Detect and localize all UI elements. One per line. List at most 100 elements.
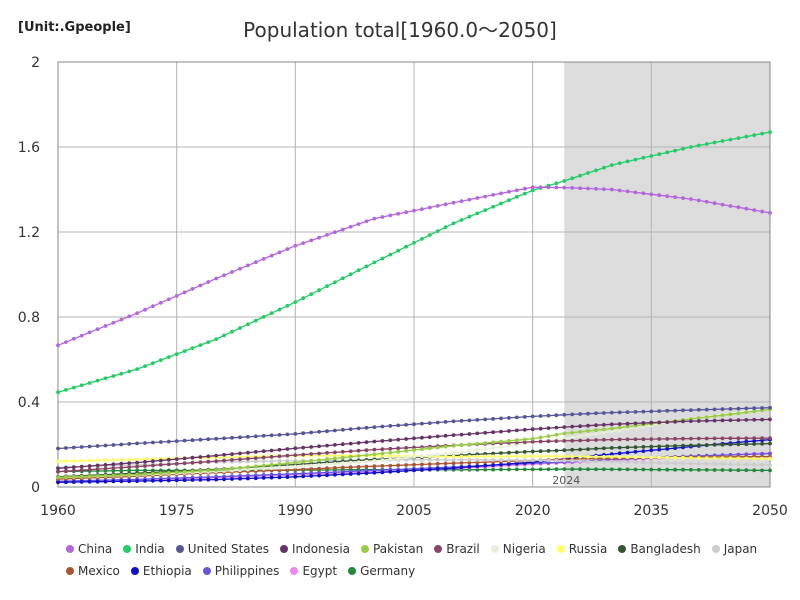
data-point — [530, 458, 535, 463]
data-point — [269, 433, 274, 438]
data-point — [617, 410, 622, 415]
data-point — [752, 452, 757, 456]
data-point — [151, 471, 155, 476]
data-point — [95, 463, 100, 468]
data-point — [704, 443, 709, 447]
data-point — [681, 419, 685, 424]
legend-label: Philippines — [214, 564, 280, 578]
data-point — [333, 443, 337, 447]
data-point — [143, 307, 147, 312]
data-point — [380, 215, 385, 219]
data-point — [103, 376, 108, 381]
data-point — [198, 437, 203, 442]
data-point — [427, 435, 432, 439]
data-point — [325, 466, 329, 471]
data-point — [127, 479, 132, 484]
data-point — [412, 436, 416, 441]
x-tick-label: 2035 — [634, 503, 670, 519]
data-point — [649, 437, 654, 441]
data-point — [135, 441, 140, 446]
data-point — [609, 163, 614, 168]
data-point — [158, 358, 163, 362]
data-point — [388, 463, 393, 468]
data-point — [752, 468, 757, 473]
data-point — [704, 415, 709, 419]
data-point — [348, 460, 353, 465]
data-point — [364, 471, 369, 476]
data-point — [127, 472, 132, 477]
data-point — [64, 465, 68, 470]
data-point — [87, 330, 92, 335]
data-point — [348, 469, 353, 474]
data-point — [261, 257, 266, 261]
data-point — [538, 449, 543, 454]
data-point — [396, 211, 401, 216]
data-point — [507, 416, 511, 420]
data-point — [475, 441, 480, 446]
data-point — [704, 456, 709, 460]
data-point — [317, 429, 321, 434]
data-point — [728, 407, 733, 411]
data-point — [182, 438, 187, 443]
data-point — [317, 463, 321, 467]
data-point — [728, 442, 733, 447]
data-point — [364, 453, 369, 457]
data-point — [285, 447, 290, 451]
data-point — [491, 463, 495, 467]
data-point — [127, 461, 132, 465]
data-point — [768, 405, 772, 410]
data-point — [269, 448, 274, 453]
data-point — [665, 437, 670, 441]
data-point — [712, 462, 717, 466]
data-point — [522, 467, 527, 472]
data-point — [333, 428, 337, 433]
data-point — [538, 435, 543, 440]
data-point — [87, 464, 92, 468]
data-point — [657, 152, 662, 157]
data-point — [689, 408, 693, 412]
data-point — [71, 336, 76, 341]
data-point — [214, 477, 219, 482]
data-point — [522, 191, 527, 196]
legend-marker — [130, 567, 139, 575]
data-point — [483, 467, 488, 472]
data-point — [87, 474, 92, 479]
legend-marker — [434, 545, 443, 553]
data-point — [507, 189, 511, 194]
data-point — [720, 418, 725, 423]
data-point — [364, 464, 369, 469]
data-point — [507, 429, 511, 433]
data-point — [578, 434, 582, 438]
data-point — [301, 452, 306, 457]
data-point — [760, 456, 764, 461]
legend-marker — [711, 545, 720, 553]
data-point — [538, 439, 543, 444]
data-point — [151, 478, 155, 483]
data-point — [673, 148, 677, 153]
data-point — [467, 449, 472, 453]
data-point — [246, 476, 250, 481]
data-point — [269, 459, 274, 463]
data-point — [190, 469, 195, 474]
data-point — [657, 447, 662, 452]
data-point — [483, 441, 488, 445]
data-point — [119, 468, 124, 473]
data-point — [760, 462, 764, 467]
data-point — [641, 155, 646, 160]
data-point — [625, 450, 630, 455]
data-point — [554, 432, 559, 437]
x-tick-label: 1960 — [40, 503, 76, 519]
data-point — [720, 456, 725, 461]
data-point — [206, 340, 211, 344]
data-point — [135, 457, 140, 462]
data-point — [372, 447, 377, 452]
data-point — [459, 450, 464, 454]
data-point — [103, 443, 108, 448]
data-point — [602, 446, 606, 451]
data-point — [333, 470, 337, 474]
data-point — [79, 474, 84, 479]
data-point — [538, 467, 543, 472]
data-point — [728, 468, 733, 472]
data-point — [467, 465, 472, 469]
legend-label: Bangladesh — [630, 542, 701, 556]
